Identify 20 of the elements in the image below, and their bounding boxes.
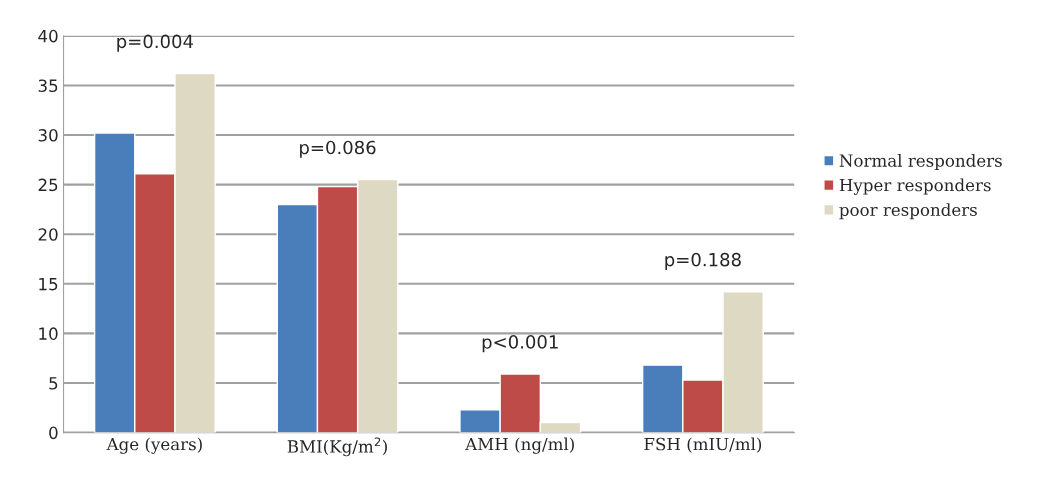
annotation: p=0.188	[665, 252, 741, 270]
x-tick-label: Age (years)	[106, 437, 202, 454]
y-tick-label: 40	[38, 29, 58, 43]
y-tick-label: 30	[38, 129, 58, 142]
y-tick-label: 5	[49, 377, 58, 390]
y-tick-label: 15	[39, 277, 58, 291]
x-tick-label: AMH (ng/ml)	[465, 437, 574, 454]
x-tick-label: BMI(Kg/m$^{2}$)	[287, 437, 387, 457]
legend-label: Normal responders	[839, 153, 1002, 171]
y-tick-label: 35	[38, 79, 58, 93]
y-tick-label: 20	[38, 228, 58, 241]
annotation: p=0.086	[300, 140, 376, 158]
x-tick-label: FSH (mIU/ml)	[644, 437, 762, 453]
y-tick-label: 0	[49, 426, 58, 440]
legend-label: Hyper responders	[839, 178, 991, 195]
y-tick-label: 25	[38, 178, 58, 192]
y-tick-label: 10	[39, 327, 58, 340]
annotation: p<0.001	[482, 335, 558, 353]
annotation: p=0.004	[117, 34, 193, 52]
legend-label: poor responders	[839, 203, 977, 220]
